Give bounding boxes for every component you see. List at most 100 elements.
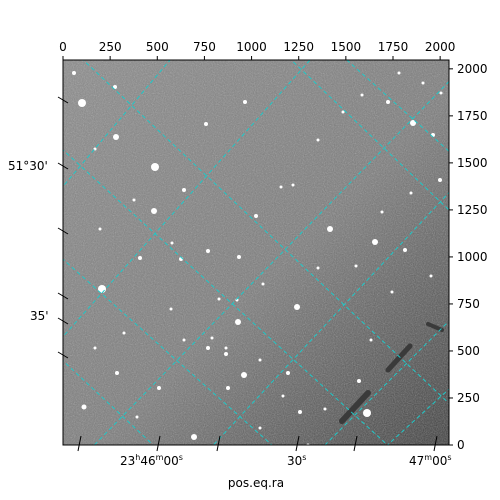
star: [390, 290, 394, 294]
star: [206, 249, 210, 253]
star: [243, 100, 247, 104]
star-field: [72, 71, 443, 445]
star: [151, 163, 159, 171]
star: [78, 99, 86, 107]
ra-ticks: [77, 435, 438, 452]
ra-label-30s: 30s: [287, 453, 306, 468]
star: [81, 404, 87, 410]
coordinate-grid: [63, 60, 449, 445]
streaks: [339, 322, 444, 424]
grid-line: [212, 191, 449, 445]
star: [363, 409, 371, 417]
ra-label-47m: 47m00s: [409, 453, 452, 468]
top-tick-label: 2000: [425, 40, 456, 54]
dec-label-51-30: 51°30': [8, 159, 48, 173]
svg-text:23h46m00s: 23h46m00s: [120, 453, 183, 468]
star: [286, 371, 290, 375]
star: [191, 434, 197, 440]
star: [281, 394, 285, 398]
right-tick-label: 750: [457, 297, 480, 311]
star: [224, 352, 228, 356]
star: [151, 208, 157, 214]
right-tick-label: 1500: [457, 156, 488, 170]
dec-ticks: [57, 96, 69, 359]
ra-label-2346: 23h46m00s: [120, 453, 183, 468]
top-tick-label: 250: [99, 40, 122, 54]
star: [115, 371, 119, 375]
svg-text:47m00s: 47m00s: [409, 453, 452, 468]
right-tick-label: 2000: [457, 62, 488, 76]
star: [235, 319, 241, 325]
star: [258, 358, 262, 362]
star: [258, 426, 262, 430]
star: [421, 81, 425, 85]
star: [210, 336, 214, 340]
star: [226, 386, 230, 390]
star: [72, 71, 76, 75]
star: [170, 241, 174, 245]
star: [357, 379, 361, 383]
star: [323, 407, 327, 411]
star: [217, 297, 221, 301]
top-tick-label: 1500: [331, 40, 362, 54]
star: [135, 415, 139, 419]
star: [403, 248, 407, 252]
grid-line: [63, 258, 273, 445]
star: [298, 410, 302, 414]
grid-line: [93, 80, 449, 445]
right-tick-label: 0: [457, 438, 465, 452]
star: [438, 178, 442, 182]
star: [93, 346, 97, 350]
star: [360, 93, 364, 97]
dec-label-35: 35': [30, 309, 49, 323]
top-pixel-axis: 0 250 500 750 1000 1250 1500 1750 2000: [59, 40, 455, 60]
star: [182, 338, 186, 342]
grid-line: [324, 320, 449, 445]
star: [169, 307, 173, 311]
star: [316, 266, 320, 270]
star: [237, 255, 241, 259]
right-tick-label: 500: [457, 344, 480, 358]
star: [429, 274, 433, 278]
grid-line: [82, 60, 449, 405]
top-tick-label: 1750: [378, 40, 409, 54]
top-tick-label: 1000: [236, 40, 267, 54]
grid-line: [63, 149, 389, 445]
star: [380, 210, 384, 214]
star: [372, 239, 378, 245]
star: [113, 134, 119, 140]
star: [98, 227, 102, 231]
top-tick-label: 1250: [283, 40, 314, 54]
sky-image: [63, 60, 449, 445]
star: [157, 386, 161, 390]
star: [386, 100, 390, 104]
star: [397, 71, 401, 75]
star: [204, 122, 208, 126]
star: [316, 138, 320, 142]
star: [113, 85, 117, 89]
right-pixel-axis: 0 250 500 750 1000 1250 1500 1750 2000: [449, 62, 488, 452]
top-tick-label: 750: [193, 40, 216, 54]
grid-line: [290, 60, 449, 211]
star: [182, 188, 186, 192]
star: [354, 264, 358, 268]
star: [439, 91, 443, 95]
star: [291, 183, 295, 187]
star: [132, 198, 136, 202]
star: [122, 331, 126, 335]
right-tick-label: 1250: [457, 203, 488, 217]
star: [241, 372, 247, 378]
x-axis-title: pos.eq.ra: [228, 476, 284, 490]
star: [261, 282, 265, 286]
right-tick-label: 1000: [457, 250, 488, 264]
star: [138, 256, 142, 260]
top-tick-label: 0: [59, 40, 67, 54]
grid-line: [63, 60, 171, 188]
star: [341, 110, 345, 114]
star: [410, 120, 416, 126]
star: [369, 338, 373, 342]
star: [327, 226, 333, 232]
star: [224, 346, 228, 350]
plot-frame: [62, 59, 450, 446]
